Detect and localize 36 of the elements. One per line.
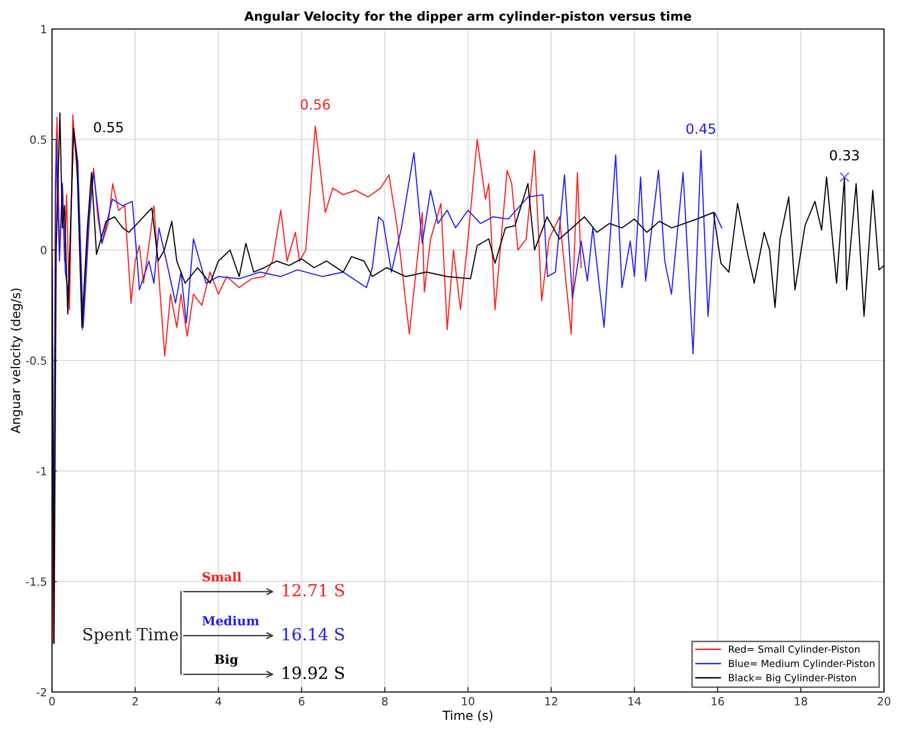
x-tick-label: 18 [794,697,808,706]
annotation: 0.56 [300,99,330,110]
y-tick-label: -1 [36,467,46,476]
x-tick-label: 0 [49,697,55,706]
legend-label: Red= Small Cylinder-Piston [729,645,860,655]
annotation: 0.33 [830,150,859,160]
annotation: Medium [202,616,260,626]
annotation: Spent Time [83,628,178,644]
x-tick-label: 12 [545,697,558,706]
annotation: 12.71 S [282,584,344,596]
x-tick-label: 4 [215,697,222,706]
y-tick-label: -0.5 [26,356,46,365]
annotation: Small [202,572,242,582]
x-tick-label: 14 [628,697,641,706]
annotation: 16.14 S [282,628,344,640]
annotation: 0.45 [686,123,716,134]
annotation: 19.92 S [282,666,344,680]
x-tick-label: 20 [878,697,890,706]
y-axis-title: Anguar velocity (deg/s) [10,288,23,434]
chart-title: Angular Velocity for the dipper arm cylinder-piston versus time [244,11,692,24]
y-tick-label: -2 [36,688,46,696]
x-axis-title: Time (s) [442,710,492,722]
x-tick-label: 8 [382,697,388,706]
y-tick-label: -1.5 [26,578,46,586]
y-tick-label: 0 [40,246,46,254]
x-tick-label: 2 [132,697,138,706]
annotation: 0.55 [94,122,123,132]
y-tick-label: 1 [41,25,46,34]
y-tick-label: 0.5 [30,135,46,144]
line-series [52,114,582,644]
x-tick-label: 10 [462,697,474,706]
x-tick-label: 6 [298,697,304,706]
legend-label: Blue= Medium Cylinder-Piston [729,660,874,669]
legend-label: Black= Big Cylinder-Piston [729,674,856,684]
x-tick-label: 16 [712,697,724,706]
annotation: Big [214,654,238,667]
